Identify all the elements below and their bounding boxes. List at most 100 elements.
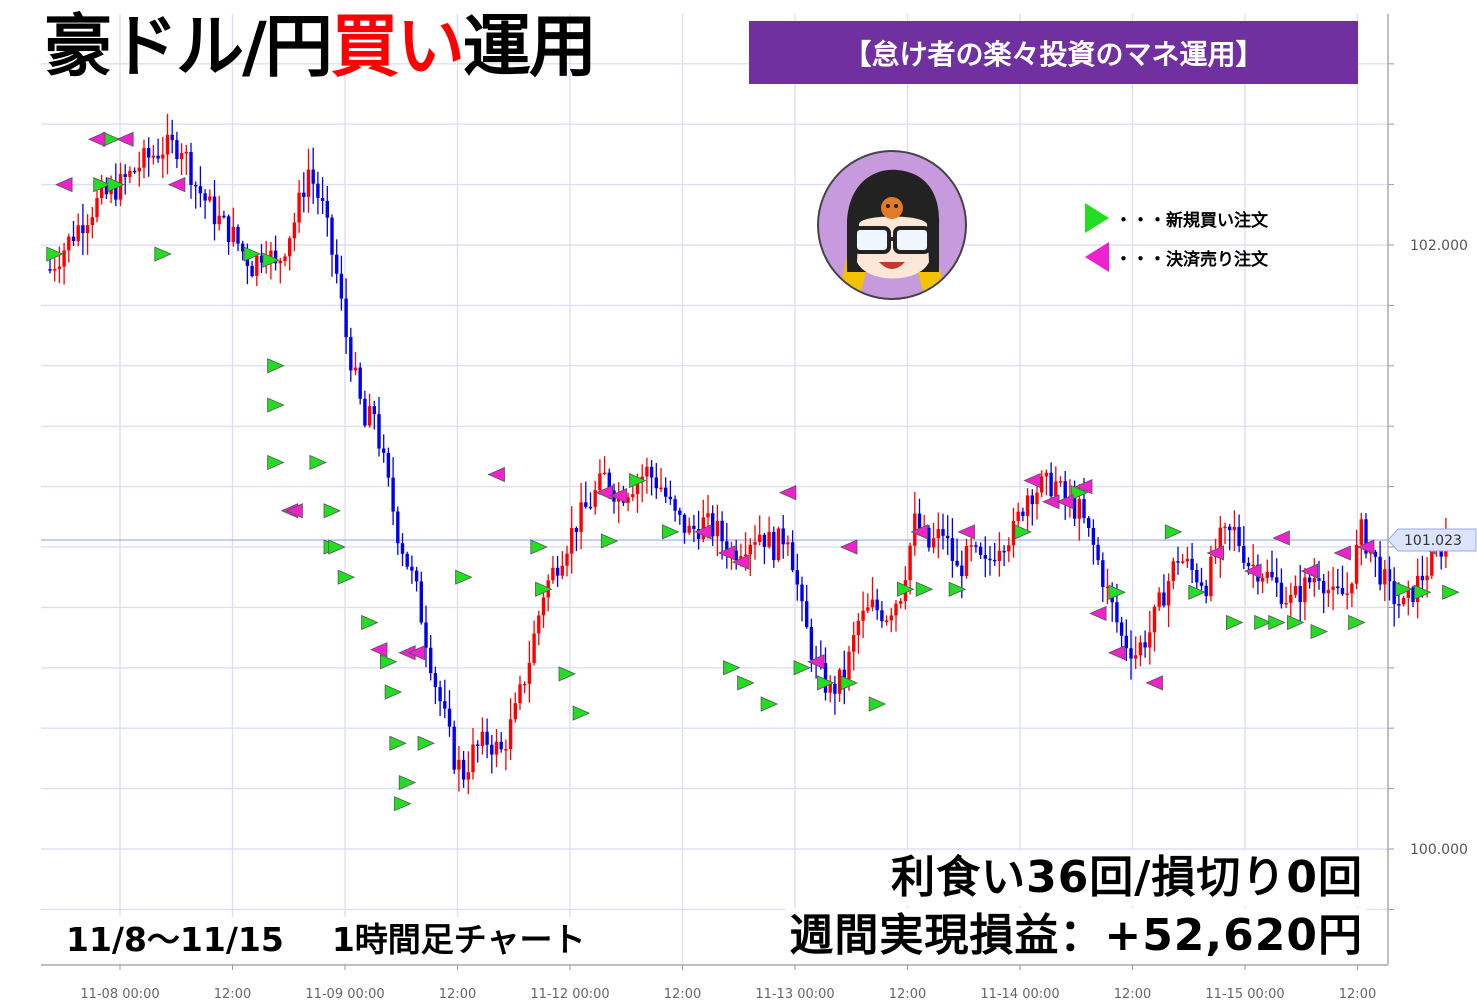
- candle-body: [1157, 592, 1161, 607]
- candle-body: [118, 174, 123, 200]
- candle-body: [128, 170, 132, 177]
- sell-order-marker: [1300, 563, 1318, 579]
- candle-body: [1312, 578, 1316, 583]
- candle-body: [1331, 586, 1335, 590]
- candle-body: [875, 599, 879, 611]
- candle-body: [861, 610, 865, 621]
- candle-body: [1204, 585, 1208, 597]
- candle-body: [1190, 558, 1194, 570]
- sell-order-marker: [1089, 605, 1107, 622]
- x-tick-label: 12:00: [1114, 987, 1151, 1002]
- x-tick-label: 11-15 00:00: [1205, 987, 1284, 1002]
- candle-body: [776, 528, 781, 561]
- candle-body: [1420, 575, 1425, 581]
- page-title: 豪ドル/円買い運用: [44, 14, 597, 82]
- candle-body: [527, 662, 532, 684]
- candle-body: [1016, 511, 1020, 521]
- candle-body: [1392, 581, 1396, 605]
- legend-buy-label: ・・・新規買い注文: [1115, 210, 1268, 231]
- candle-body: [419, 581, 423, 623]
- candle-body: [231, 226, 235, 243]
- candle-body: [438, 687, 442, 702]
- x-tick-label: 11-08 00:00: [80, 987, 159, 1002]
- candle-body: [400, 543, 405, 554]
- candle-body: [476, 744, 480, 747]
- candle-body: [1322, 580, 1326, 594]
- candle-body: [466, 772, 470, 780]
- candle-body: [673, 499, 677, 511]
- candle-body: [537, 615, 541, 634]
- candle-body: [429, 647, 433, 674]
- candle-body: [48, 269, 52, 271]
- candle-body: [748, 544, 752, 555]
- buy-order-marker: [1014, 524, 1032, 540]
- candle-body: [147, 148, 151, 158]
- candle-body: [490, 744, 494, 755]
- buy-order-marker: [1108, 584, 1126, 600]
- candle-body: [1383, 569, 1387, 585]
- buy-order-marker: [309, 454, 327, 471]
- candle-body: [499, 741, 503, 750]
- candle-body: [1373, 551, 1378, 557]
- candle-body: [1378, 556, 1382, 585]
- candle-body: [1425, 575, 1429, 581]
- candle-body: [165, 134, 170, 155]
- sell-order-marker: [1244, 563, 1262, 579]
- buy-order-marker: [1287, 614, 1305, 631]
- sell-order-marker: [1272, 530, 1290, 546]
- candle-body: [880, 610, 884, 621]
- candle-body: [367, 406, 372, 426]
- candle-body: [588, 506, 593, 509]
- candle-body: [692, 525, 696, 529]
- candle-body: [870, 599, 875, 608]
- candle-body: [203, 193, 207, 201]
- candle-body: [964, 545, 969, 577]
- candle-body: [1148, 632, 1152, 648]
- buy-order-marker: [1268, 614, 1286, 631]
- candle-body: [969, 545, 973, 547]
- buy-order-marker: [558, 666, 576, 682]
- candle-body: [997, 550, 1002, 562]
- candle-body: [457, 759, 461, 770]
- candle-body: [283, 256, 287, 261]
- candle-body: [560, 565, 564, 576]
- sell-triangle-icon: [1085, 242, 1109, 272]
- candle-body: [259, 255, 264, 263]
- candle-body: [899, 601, 903, 604]
- candle-body: [541, 597, 546, 616]
- candle-body: [273, 250, 278, 264]
- candle-body: [1105, 586, 1110, 589]
- candle-body: [649, 466, 654, 478]
- candle-body: [1044, 472, 1049, 477]
- candle-body: [1134, 655, 1138, 659]
- candle-body: [76, 225, 80, 242]
- sell-order-marker: [55, 176, 73, 193]
- candle-body: [1143, 642, 1147, 648]
- candle-body: [236, 226, 240, 244]
- candle-body: [758, 534, 762, 542]
- candle-body: [1345, 593, 1349, 595]
- buy-order-marker: [267, 454, 285, 471]
- x-tick-label: 11-09 00:00: [305, 987, 384, 1002]
- candle-body: [57, 266, 62, 270]
- candle-body: [175, 140, 179, 160]
- buy-order-marker: [629, 472, 647, 489]
- candle-body: [1129, 648, 1133, 659]
- date-range: 11/8〜11/15: [66, 920, 284, 959]
- candle-body: [955, 560, 959, 566]
- candle-body: [739, 556, 743, 561]
- candle-body: [631, 494, 635, 498]
- candle-body: [1054, 481, 1058, 497]
- candle-body: [743, 554, 748, 557]
- candle-body: [1002, 550, 1006, 553]
- candle-body: [137, 167, 141, 172]
- candle-body: [734, 550, 738, 561]
- candle-body: [306, 169, 311, 197]
- candle-body: [978, 546, 983, 555]
- candle-body: [687, 525, 691, 533]
- candle-body: [1199, 582, 1204, 586]
- candle-body: [1336, 586, 1340, 589]
- candle-body: [584, 502, 588, 507]
- candle-body: [711, 513, 715, 537]
- buy-order-marker: [1070, 485, 1089, 501]
